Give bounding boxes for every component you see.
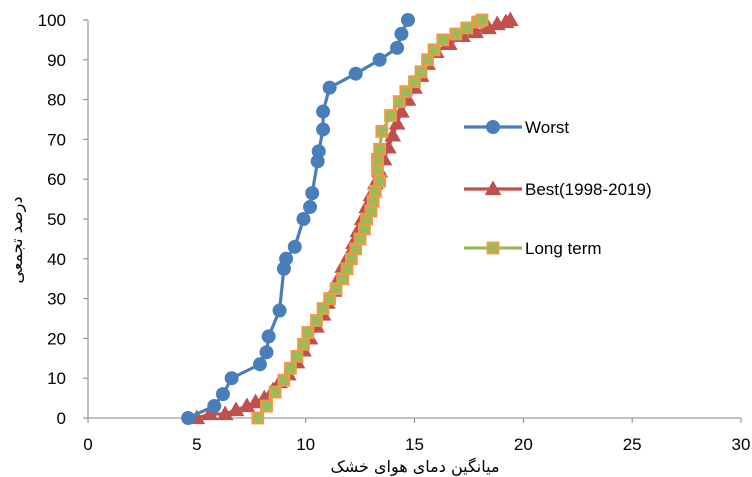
x-axis-title: میانگین دمای هوای خشک [330, 457, 499, 477]
legend-item-best: Best(1998-2019) [464, 180, 652, 199]
data-point-worst [390, 40, 405, 55]
data-point-worst [215, 387, 230, 402]
series-layer [181, 11, 519, 425]
data-point-worst [296, 212, 311, 226]
legend-marker-long-term [486, 241, 500, 255]
data-point-long-term [449, 27, 463, 41]
y-tick-label: 100 [38, 11, 66, 30]
legend-label-worst: Worst [525, 118, 569, 137]
data-point-long-term [392, 95, 406, 108]
data-point-worst [303, 200, 318, 215]
data-point-long-term [260, 399, 273, 413]
x-tick-label: 25 [623, 435, 642, 454]
y-tick-label: 80 [47, 91, 66, 110]
data-point-long-term [373, 174, 387, 188]
legend-item-worst: Worst [464, 118, 569, 137]
legend: Worst Best(1998-2019) Long term [464, 118, 652, 258]
data-point-best [384, 126, 402, 142]
data-point-worst [181, 411, 196, 425]
data-point-worst [316, 104, 331, 119]
y-tick-label: 70 [47, 130, 66, 149]
data-point-worst [287, 239, 302, 254]
data-point-long-term [316, 302, 330, 315]
data-point-long-term [284, 361, 297, 375]
x-tick-label: 20 [514, 435, 533, 454]
data-point-long-term [384, 109, 397, 122]
data-point-best [201, 405, 219, 421]
y-tick-label: 40 [47, 250, 66, 269]
legend-marker-worst [486, 120, 500, 134]
data-point-long-term [301, 326, 315, 339]
y-axis-title: درصد تجمعی [7, 196, 27, 283]
data-point-long-term [277, 373, 291, 387]
series-long-term [251, 13, 489, 425]
data-point-long-term [427, 43, 441, 57]
data-point-worst [261, 329, 276, 344]
data-point-worst [372, 52, 387, 67]
data-point-worst [348, 66, 363, 81]
data-point-best [216, 405, 234, 421]
data-point-worst [400, 13, 415, 27]
data-point-long-term [460, 21, 474, 35]
y-tick-label: 50 [47, 210, 66, 229]
data-point-long-term [399, 85, 413, 99]
data-point-worst [272, 303, 287, 318]
legend-label-best: Best(1998-2019) [525, 180, 652, 199]
data-point-long-term [408, 75, 421, 89]
data-point-long-term [414, 65, 428, 79]
data-point-worst [224, 371, 239, 386]
data-point-long-term [290, 349, 304, 363]
data-point-worst [279, 251, 294, 266]
legend-marker-best [484, 180, 502, 196]
y-tick-label: 90 [47, 51, 66, 70]
data-point-long-term [436, 33, 450, 47]
data-point-worst [394, 26, 409, 41]
data-point-long-term [268, 385, 282, 399]
axes-layer: 0 10 20 30 40 50 60 70 80 90 100 0 5 10 15 20 25 30 [38, 11, 751, 454]
data-point-worst [322, 80, 337, 95]
legend-item-long-term: Long term [464, 239, 602, 258]
y-tick-label: 0 [57, 409, 66, 428]
x-tick-label: 15 [405, 435, 424, 454]
data-point-worst [207, 399, 222, 414]
data-point-worst [316, 122, 331, 137]
data-point-worst [252, 357, 267, 372]
data-point-long-term [310, 314, 323, 327]
data-point-long-term [323, 292, 337, 306]
x-tick-label: 0 [83, 435, 92, 454]
data-point-long-term [375, 125, 389, 138]
data-point-long-term [329, 282, 343, 296]
data-point-best [501, 11, 519, 27]
data-point-best [388, 114, 406, 130]
legend-label-long-term: Long term [525, 239, 602, 258]
data-point-long-term [475, 13, 489, 27]
data-point-long-term [421, 53, 434, 67]
x-tick-label: 10 [296, 435, 315, 454]
data-point-best [393, 103, 410, 118]
x-tick-label: 5 [192, 435, 201, 454]
data-point-long-term [251, 411, 265, 425]
data-point-long-term [373, 142, 387, 156]
y-tick-label: 30 [47, 290, 66, 309]
x-tick-label: 30 [732, 435, 751, 454]
data-point-long-term [297, 337, 310, 351]
y-tick-label: 20 [47, 329, 66, 348]
data-point-best [227, 401, 245, 417]
data-point-worst [259, 345, 274, 360]
y-tick-label: 10 [47, 369, 66, 388]
y-tick-label: 60 [47, 170, 66, 189]
data-point-worst [305, 186, 320, 201]
data-point-worst [311, 144, 326, 159]
series-worst [181, 13, 415, 425]
